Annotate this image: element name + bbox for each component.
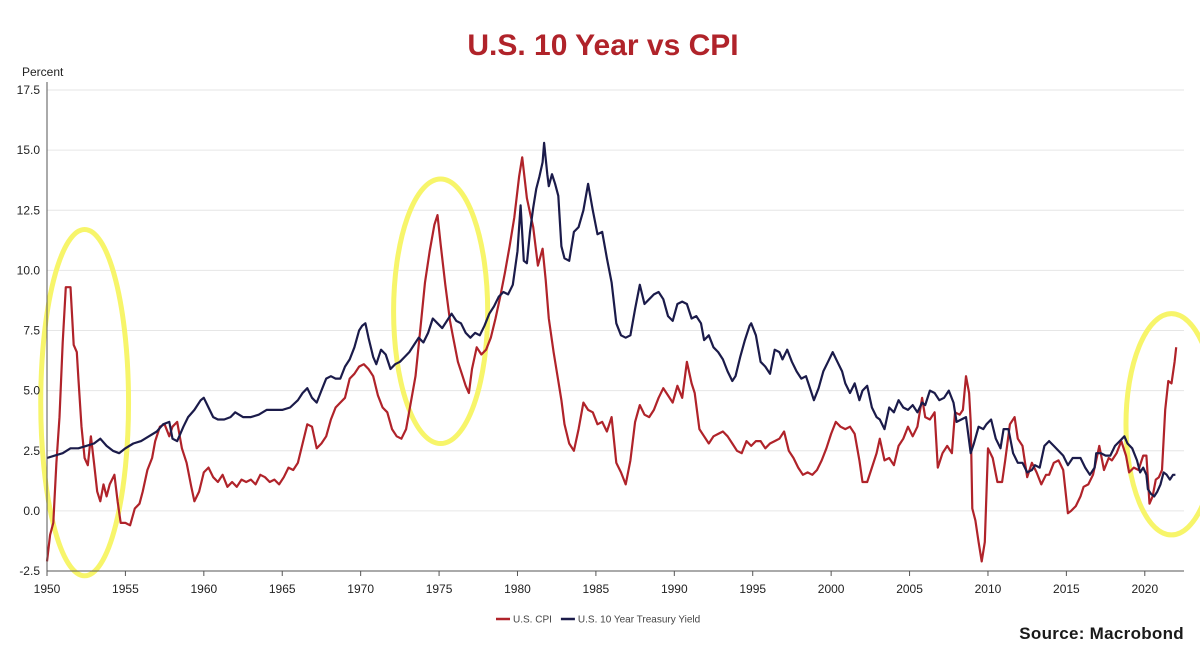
x-tick-label: 2000 [818, 582, 845, 596]
x-tick-label: 2010 [975, 582, 1002, 596]
y-tick-label: 15.0 [17, 143, 41, 157]
x-tick-label: 2005 [896, 582, 923, 596]
legend-label: U.S. 10 Year Treasury Yield [578, 615, 700, 626]
y-axis-label: Percent [22, 65, 64, 79]
series-lines [45, 141, 1178, 563]
legend-label: U.S. CPI [513, 615, 552, 626]
x-tick-label: 2020 [1131, 582, 1158, 596]
legend: U.S. CPI U.S. 10 Year Treasury Yield [496, 615, 700, 626]
y-tick-label: 5.0 [23, 384, 40, 398]
y-tick-label: 2.5 [23, 444, 40, 458]
x-tick-label: 1950 [34, 582, 61, 596]
highlight-ellipse [38, 226, 132, 579]
x-tick-label: 1990 [661, 582, 688, 596]
y-tick-label: 10.0 [17, 263, 41, 277]
x-tick-label: 1965 [269, 582, 296, 596]
chart-title: U.S. 10 Year vs CPI [467, 29, 738, 62]
x-tick-label: 1955 [112, 582, 139, 596]
y-tick-label: 7.5 [23, 324, 40, 338]
x-tick-label: 1980 [504, 582, 531, 596]
source-note: Source: Macrobond [1019, 624, 1184, 643]
x-tick-label: 1985 [583, 582, 610, 596]
y-tick-label: -2.5 [19, 564, 40, 578]
x-tick-label: 2015 [1053, 582, 1080, 596]
y-tick-label: 0.0 [23, 504, 40, 518]
gridlines [47, 89, 1184, 572]
x-tick-label: 1975 [426, 582, 453, 596]
highlight-ellipse [1123, 311, 1200, 538]
cpi-series-line [45, 156, 1178, 563]
highlight-ellipses [38, 176, 1200, 579]
treasury-series-line [46, 141, 1176, 498]
x-tick-label: 1995 [739, 582, 766, 596]
highlight-ellipse [391, 176, 491, 447]
x-tick-label: 1970 [347, 582, 374, 596]
x-tick-label: 1960 [190, 582, 217, 596]
y-tick-label: 17.5 [17, 83, 41, 97]
y-tick-label: 12.5 [17, 203, 41, 217]
axes: -2.5 0.0 2.5 5.0 7.5 10.0 12.5 15.0 17.5 1950 1955… [17, 82, 1184, 596]
